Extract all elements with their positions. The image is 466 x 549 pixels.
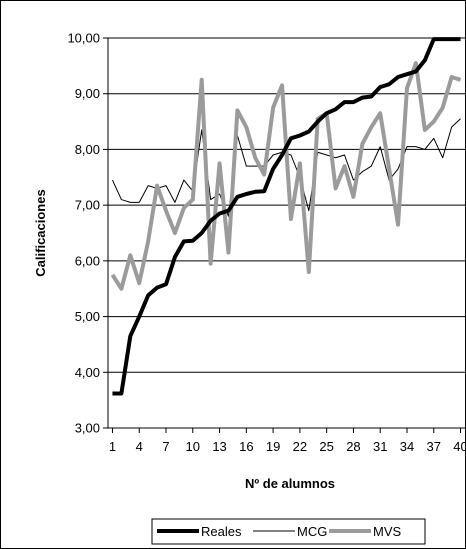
x-axis-title: Nº de alumnos [245,476,335,491]
y-tick-label: 7,00 [75,198,100,213]
x-tick-label: 34 [400,439,414,454]
legend-label-mcg: MCG [297,524,327,539]
series-line-mvs [110,61,462,291]
x-tick-label: 37 [427,439,441,454]
y-tick-label: 9,00 [75,86,100,101]
x-tick-label: 22 [293,439,307,454]
y-axis-title: Calificaciones [33,189,48,276]
series-line-reales [112,37,461,396]
legend: Reales MCG MVS [151,518,426,545]
series-lines [110,37,462,396]
x-tick-label: 19 [266,439,280,454]
x-tick-label: 28 [346,439,360,454]
x-tick-label: 16 [239,439,253,454]
x-tick-label: 1 [109,439,116,454]
x-tick-label: 7 [162,439,169,454]
x-tick-label: 40 [453,439,466,454]
tick-labels: 3,00 4,00 5,00 6,00 7,00 8,00 9,00 10,00 1 4 7 10 13… [67,31,466,455]
y-tick-label: 10,00 [67,31,100,46]
y-tick-label: 4,00 [75,365,100,380]
x-tick-label: 25 [319,439,333,454]
x-tick-label: 13 [212,439,226,454]
x-tick-label: 10 [186,439,200,454]
x-tick-label: 4 [136,439,143,454]
x-tick-label: 31 [373,439,387,454]
y-tick-label: 6,00 [75,253,100,268]
y-tick-label: 3,00 [75,421,100,436]
legend-label-reales: Reales [201,524,242,539]
legend-label-mvs: MVS [373,524,402,539]
axes [103,37,465,433]
y-tick-label: 8,00 [75,142,100,157]
y-tick-label: 5,00 [75,309,100,324]
